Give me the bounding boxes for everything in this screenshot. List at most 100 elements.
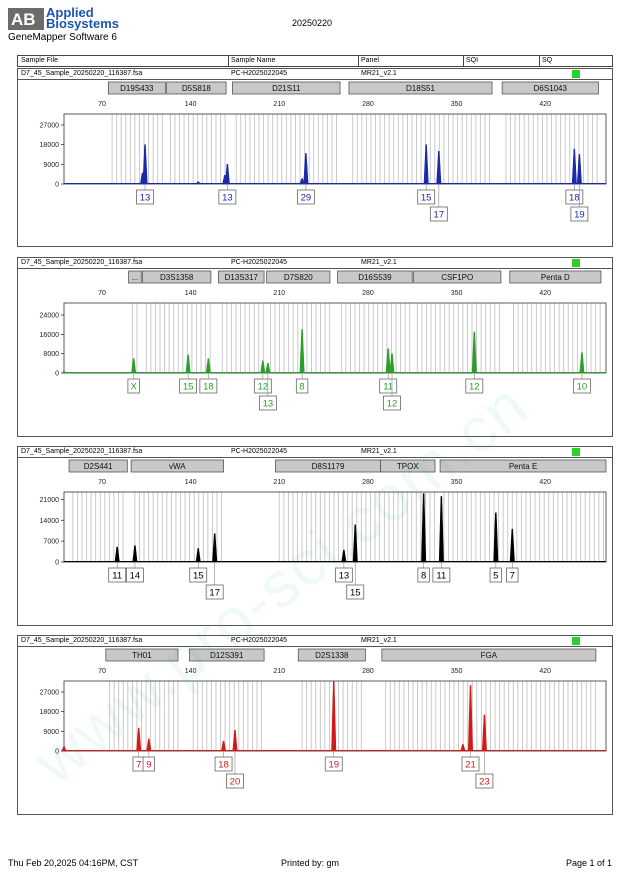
allele-label: 12 [469, 382, 480, 393]
x-tick-label: 350 [451, 479, 463, 486]
marker-label: D2S441 [84, 462, 113, 471]
electropherogram-panel-blue: D7_45_Sample_20250220_116387.fsa PC-H202… [17, 68, 613, 247]
marker-label: vWA [169, 462, 186, 471]
x-tick-label: 140 [185, 290, 197, 297]
panel-header: D7_45_Sample_20250220_116387.fsa PC-H202… [18, 636, 612, 647]
marker-box [439, 459, 607, 473]
peak [299, 178, 305, 185]
allele-box [218, 189, 237, 205]
page-number: Page 1 of 1 [566, 858, 613, 868]
allele-box [506, 567, 519, 583]
x-tick-label: 140 [185, 479, 197, 486]
peak [421, 493, 427, 563]
allele-label: 7 [510, 571, 515, 582]
peak [221, 740, 227, 752]
allele-box [465, 378, 484, 394]
allele-box [108, 567, 127, 583]
y-tick-label: 7000 [43, 539, 59, 546]
peak [195, 548, 201, 563]
allele-box [179, 378, 198, 394]
allele-label: 15 [350, 588, 361, 599]
marker-label: D21S11 [272, 84, 301, 93]
peak [146, 738, 152, 752]
marker-label: D8S1179 [312, 462, 345, 471]
brand-line-2: Biosystems [46, 16, 119, 31]
marker-label: D2S1338 [315, 651, 349, 660]
allele-box [214, 756, 233, 772]
peak [471, 331, 477, 374]
allele-box [565, 189, 584, 205]
peak [389, 353, 395, 374]
marker-label: D19S433 [120, 84, 154, 93]
allele-label: 29 [301, 193, 312, 204]
allele-label: 19 [574, 210, 585, 221]
peak [61, 746, 67, 752]
marker-label: FGA [481, 651, 498, 660]
panel-name: MR21_v2.1 [361, 70, 397, 77]
marker-label: TH01 [132, 651, 152, 660]
allele-box [461, 756, 480, 772]
allele-label: 20 [230, 777, 241, 788]
electropherogram-panel-red: D7_45_Sample_20250220_116387.fsa PC-H202… [17, 635, 613, 815]
allele-box [136, 189, 154, 205]
sample-file: D7_45_Sample_20250220_116387.fsa [21, 448, 143, 455]
peak [460, 744, 466, 752]
peak [224, 164, 230, 185]
x-tick-label: 210 [273, 290, 285, 297]
allele-label: 19 [328, 760, 339, 771]
y-tick-label: 27000 [40, 122, 60, 129]
marker-label: ... [132, 273, 139, 282]
x-tick-label: 70 [98, 290, 106, 297]
electropherogram-green: ... D3S1358 D13S317 D7S820 D16S539 CSF1PO Pent… [40, 270, 607, 411]
x-tick-label: 210 [273, 101, 285, 108]
marker-box [266, 270, 331, 284]
peak [481, 714, 487, 752]
y-tick-label: 24000 [40, 313, 60, 320]
marker-label: Penta D [541, 273, 570, 282]
y-tick-label: 14000 [40, 518, 60, 525]
allele-box [346, 584, 365, 600]
marker-box [68, 459, 128, 473]
allele-box [199, 378, 218, 394]
allele-label: 18 [569, 193, 580, 204]
marker-box [348, 81, 493, 95]
status-icon [572, 637, 580, 645]
sample-column-header: Sample File Sample Name Panel SQI SQ [17, 55, 613, 67]
y-tick-label: 9000 [43, 729, 59, 736]
allele-box [432, 567, 451, 583]
peak [436, 150, 442, 185]
x-tick-label: 350 [451, 101, 463, 108]
marker-box [501, 81, 599, 95]
status-icon [572, 70, 580, 78]
plot-frame [63, 302, 607, 374]
marker-label: D16S539 [358, 273, 392, 282]
x-tick-label: 280 [362, 290, 374, 297]
peak [205, 358, 211, 374]
peak [493, 512, 499, 563]
allele-box [226, 773, 244, 789]
marker-label: D12S391 [210, 651, 244, 660]
panel-header: D7_45_Sample_20250220_116387.fsa PC-H202… [18, 258, 612, 269]
peak [331, 680, 337, 752]
allele-label: 13 [263, 399, 274, 410]
marker-box [509, 270, 602, 284]
y-tick-label: 27000 [40, 689, 60, 696]
marker-box [128, 270, 142, 284]
marker-label: D6S1043 [534, 84, 568, 93]
allele-label: 10 [577, 382, 588, 393]
x-tick-label: 420 [539, 290, 551, 297]
allele-label: 17 [209, 588, 220, 599]
marker-label: D13S317 [225, 273, 259, 282]
allele-box [142, 756, 155, 772]
x-tick-label: 70 [98, 101, 106, 108]
x-tick-label: 140 [185, 101, 197, 108]
x-tick-label: 350 [451, 668, 463, 675]
allele-label: 15 [421, 193, 432, 204]
x-tick-label: 210 [273, 668, 285, 675]
allele-box [295, 378, 309, 394]
marker-box [297, 648, 366, 662]
panel-header: D7_45_Sample_20250220_116387.fsa PC-H202… [18, 69, 612, 80]
sample-file: D7_45_Sample_20250220_116387.fsa [21, 259, 143, 266]
sample-file: D7_45_Sample_20250220_116387.fsa [21, 637, 143, 644]
col-sq: SQ [542, 57, 553, 64]
